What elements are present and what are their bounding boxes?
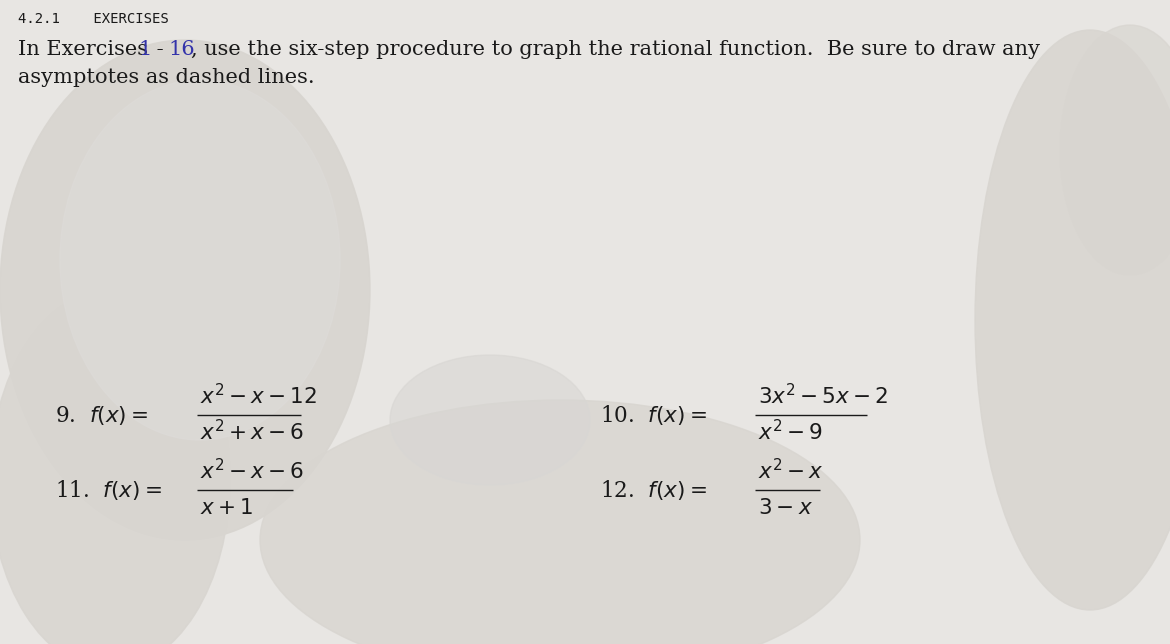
Text: 9.  $f(x) =$: 9. $f(x) =$ bbox=[55, 404, 149, 426]
Text: 11.  $f(x) =$: 11. $f(x) =$ bbox=[55, 478, 161, 502]
Text: asymptotes as dashed lines.: asymptotes as dashed lines. bbox=[18, 68, 315, 87]
Text: $x^2 - 9$: $x^2 - 9$ bbox=[758, 421, 823, 446]
Text: $x^2 + x - 6$: $x^2 + x - 6$ bbox=[200, 421, 304, 446]
Text: 16: 16 bbox=[168, 40, 194, 59]
Text: In Exercises: In Exercises bbox=[18, 40, 154, 59]
Text: 10.  $f(x) =$: 10. $f(x) =$ bbox=[600, 403, 707, 427]
Ellipse shape bbox=[260, 400, 860, 644]
Text: $x^2 - x - 6$: $x^2 - x - 6$ bbox=[200, 459, 304, 484]
Text: $x^2 - x - 12$: $x^2 - x - 12$ bbox=[200, 384, 317, 410]
Text: -: - bbox=[150, 40, 171, 59]
Text: 4.2.1    EXERCISES: 4.2.1 EXERCISES bbox=[18, 12, 168, 26]
Ellipse shape bbox=[0, 290, 230, 644]
Text: $3x^2 - 5x - 2$: $3x^2 - 5x - 2$ bbox=[758, 384, 888, 410]
Ellipse shape bbox=[0, 40, 370, 540]
Ellipse shape bbox=[390, 355, 590, 485]
Text: , use the six-step procedure to graph the rational function.  Be sure to draw an: , use the six-step procedure to graph th… bbox=[191, 40, 1040, 59]
Text: $x^2 - x$: $x^2 - x$ bbox=[758, 459, 824, 484]
Text: $3 - x$: $3 - x$ bbox=[758, 497, 813, 519]
Ellipse shape bbox=[975, 30, 1170, 610]
Ellipse shape bbox=[60, 80, 340, 440]
Text: $x + 1$: $x + 1$ bbox=[200, 497, 253, 519]
Text: 1: 1 bbox=[138, 40, 151, 59]
Ellipse shape bbox=[1060, 25, 1170, 275]
Text: 12.  $f(x) =$: 12. $f(x) =$ bbox=[600, 478, 707, 502]
